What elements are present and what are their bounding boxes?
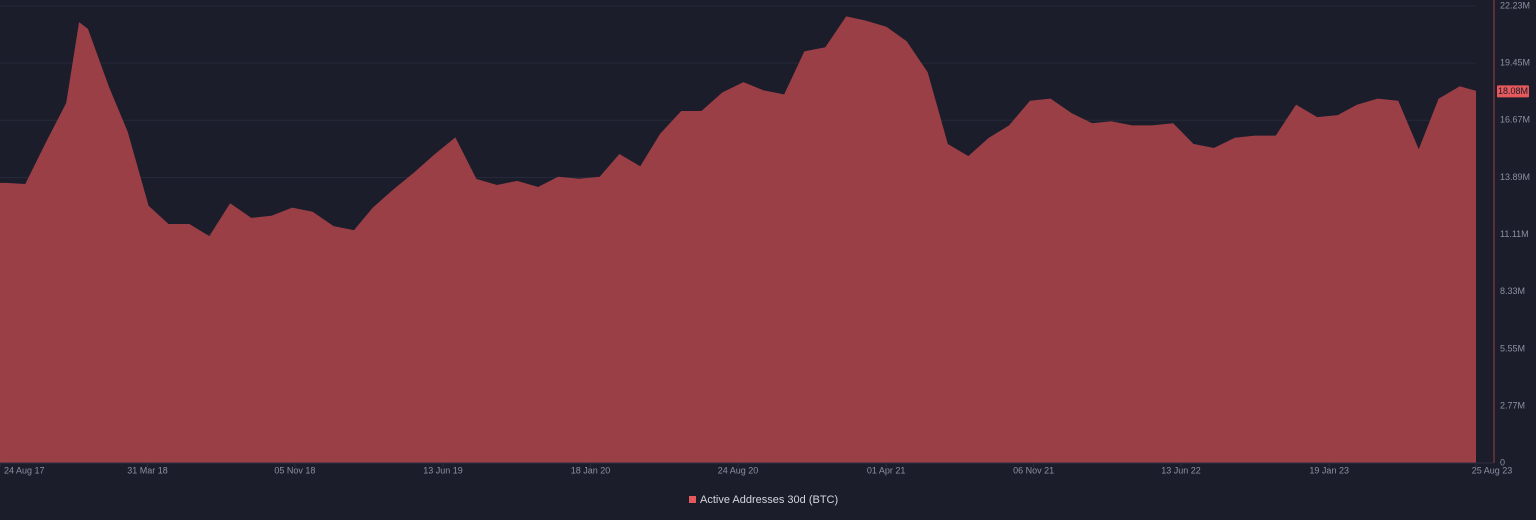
y-tick-label: 5.55M [1500, 343, 1525, 353]
x-tick-label: 06 Nov 21 [1013, 465, 1054, 475]
y-tick-label: 16.67M [1500, 115, 1530, 125]
last-value-badge [1497, 85, 1529, 98]
legend-swatch [689, 496, 696, 503]
x-tick-label: 01 Apr 21 [867, 465, 906, 475]
x-tick-label: 25 Aug 23 [1472, 465, 1513, 475]
y-tick-label: 8.33M [1500, 286, 1525, 296]
x-tick-label: 24 Aug 17 [4, 465, 45, 475]
x-tick-label: 18 Jan 20 [571, 465, 611, 475]
y-tick-label: 22.23M [1500, 0, 1530, 10]
last-value-label: 18.08M [1498, 86, 1528, 96]
y-tick-label: 11.11M [1500, 229, 1529, 239]
legend-label: Active Addresses 30d (BTC) [700, 494, 838, 506]
x-tick-label: 05 Nov 18 [274, 465, 315, 475]
x-tick-label: 31 Mar 18 [127, 465, 168, 475]
y-tick-label: 0 [1500, 457, 1505, 467]
y-tick-label: 13.89M [1500, 172, 1530, 182]
y-tick-label: 2.77M [1500, 400, 1525, 410]
x-tick-label: 24 Aug 20 [718, 465, 759, 475]
y-tick-label: 19.45M [1500, 58, 1530, 68]
x-tick-label: 13 Jun 19 [423, 465, 463, 475]
x-tick-label: 13 Jun 22 [1161, 465, 1201, 475]
area-line [0, 16, 1477, 238]
area [0, 16, 1476, 464]
x-tick-label: 19 Jan 23 [1309, 465, 1349, 475]
